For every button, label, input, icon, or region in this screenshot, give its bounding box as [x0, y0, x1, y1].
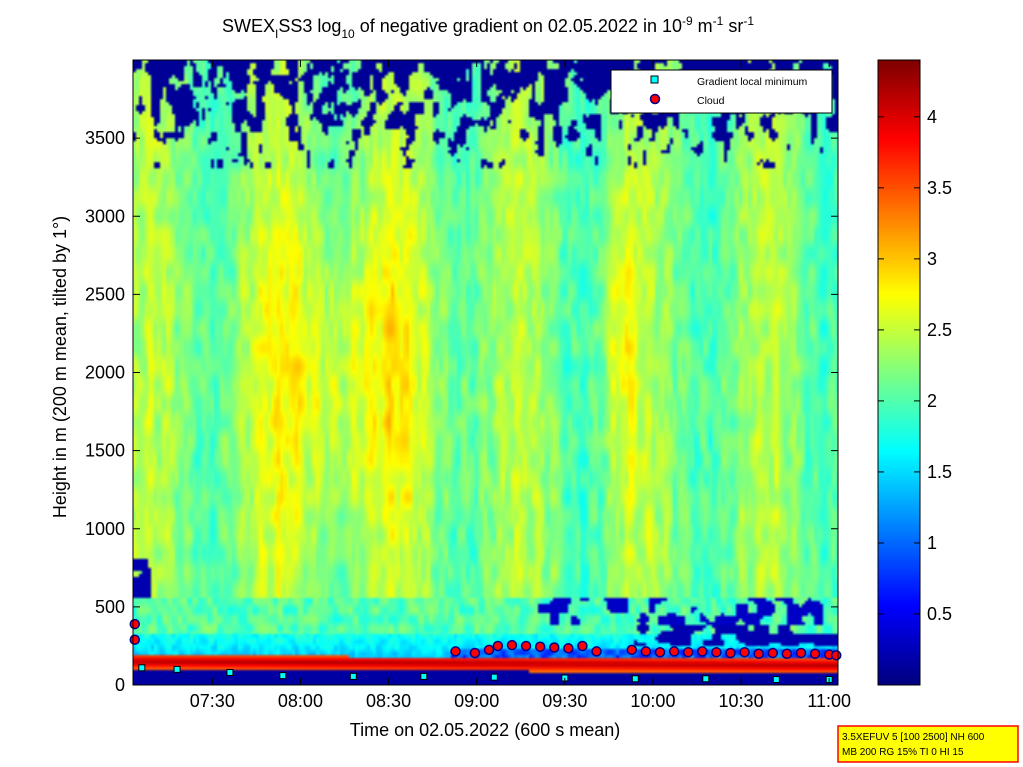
legend-label-cloud: Cloud [697, 95, 725, 107]
cloud-marker [739, 646, 750, 658]
legend-square-marker-icon [650, 75, 659, 84]
y-tick-label: 2500 [85, 284, 125, 304]
footer-line-1: 3.5XEFUV 5 [100 2500] NH 600 [842, 732, 985, 743]
gradient-minimum-marker [226, 669, 234, 676]
x-tick-label: 08:30 [366, 691, 411, 711]
x-axis: 07:30 08:00 08:30 09:00 09:30 10:00 10:30 11:00 [190, 60, 851, 711]
cloud-marker [830, 650, 842, 661]
x-tick-label: 09:00 [454, 691, 499, 711]
cloud-marker [129, 634, 141, 645]
cloud-marker [654, 646, 666, 658]
cloud-marker [626, 644, 638, 656]
cloud-marker [711, 646, 722, 658]
colorbar-tick-label: 1 [927, 533, 937, 553]
x-tick-label: 11:00 [807, 691, 851, 711]
heatmap-image [133, 60, 838, 685]
colorbar-frame [877, 59, 921, 686]
cloud-marker [795, 647, 807, 659]
y-axis-label: Height in m (200 m mean, tilted by 1°) [50, 216, 70, 518]
y-tick-label: 500 [95, 597, 125, 617]
footer-box-frame [837, 725, 1019, 763]
overlay-marks [129, 618, 842, 684]
cloud-marker [591, 646, 602, 657]
legend-label-gradient-minimum: Gradient local minimum [697, 76, 808, 88]
cloud-marker [483, 644, 495, 656]
cloud-marker [809, 648, 821, 659]
cloud-marker [469, 647, 481, 659]
cloud-marker [506, 639, 518, 651]
cloud-marker [668, 646, 680, 657]
y-tick-label: 3500 [85, 128, 125, 148]
gradient-minimum-marker [490, 673, 498, 681]
footer-line-2: MB 200 RG 15% TI 0 HI 15 [842, 747, 964, 758]
gradient-minimum-marker [420, 672, 428, 680]
colorbar: 0.5 1 1.5 2 2.5 3 3.5 4 [877, 59, 952, 686]
y-tick-label: 1000 [85, 519, 125, 539]
cloud-marker [450, 646, 461, 657]
colorbar-tick-label: 0.5 [927, 604, 952, 624]
gradient-minimum-marker [772, 676, 780, 684]
gradient-minimum-marker [702, 675, 710, 683]
y-axis: 0 500 1000 1500 2000 2500 3000 3500 [85, 128, 838, 695]
colorbar-tick-label: 2.5 [927, 320, 952, 340]
y-tick-label: 2000 [85, 363, 125, 383]
colorbar-ticks: 0.5 1 1.5 2 2.5 3 3.5 4 [878, 107, 952, 624]
legend-circle-marker-icon [649, 93, 661, 105]
colorbar-tick-label: 1.5 [927, 462, 952, 482]
cloud-marker [129, 618, 141, 630]
cloud-marker [697, 646, 708, 657]
cloud-marker [520, 640, 532, 652]
cloud-marker [534, 641, 546, 652]
gradient-minimum-marker [631, 675, 639, 683]
y-tick-label: 1500 [85, 441, 125, 461]
cloud-marker [682, 646, 694, 658]
colorbar-gradient [878, 60, 920, 685]
x-tick-label: 07:30 [190, 691, 235, 711]
y-tick-label: 0 [115, 675, 125, 695]
gradient-minimum-marker [349, 672, 357, 680]
x-tick-label: 10:30 [719, 691, 764, 711]
cloud-marker [640, 646, 652, 657]
legend-box [610, 69, 833, 114]
colorbar-tick-label: 2 [927, 391, 937, 411]
cloud-marker [563, 643, 574, 654]
footer-info-box: 3.5XEFUV 5 [100 2500] NH 600 MB 200 RG 1… [837, 725, 1019, 763]
cloud-marker [781, 648, 793, 659]
gradient-minimum-marker [279, 672, 287, 680]
colorbar-tick-label: 4 [927, 107, 937, 127]
legend: Gradient local minimum Cloud [610, 69, 833, 114]
x-tick-label: 08:00 [278, 691, 323, 711]
chart-title: SWEXISS3 log10 of negative gradient on 0… [222, 14, 754, 41]
cloud-marker [725, 647, 736, 659]
cloud-marker [492, 640, 504, 652]
gradient-minimum-marker [138, 664, 146, 672]
y-tick-label: 3000 [85, 206, 125, 226]
x-tick-label: 10:00 [630, 691, 675, 711]
cloud-marker [548, 642, 560, 653]
x-axis-label: Time on 02.05.2022 (600 s mean) [350, 720, 621, 740]
heatmap-area [133, 60, 838, 685]
colorbar-tick-label: 3.5 [927, 178, 952, 198]
colorbar-tick-label: 3 [927, 249, 937, 269]
cloud-marker [767, 647, 779, 659]
cloud-marker [577, 640, 588, 652]
x-tick-label: 09:30 [542, 691, 587, 711]
cloud-marker [753, 648, 764, 659]
gradient-minimum-marker [173, 665, 181, 673]
